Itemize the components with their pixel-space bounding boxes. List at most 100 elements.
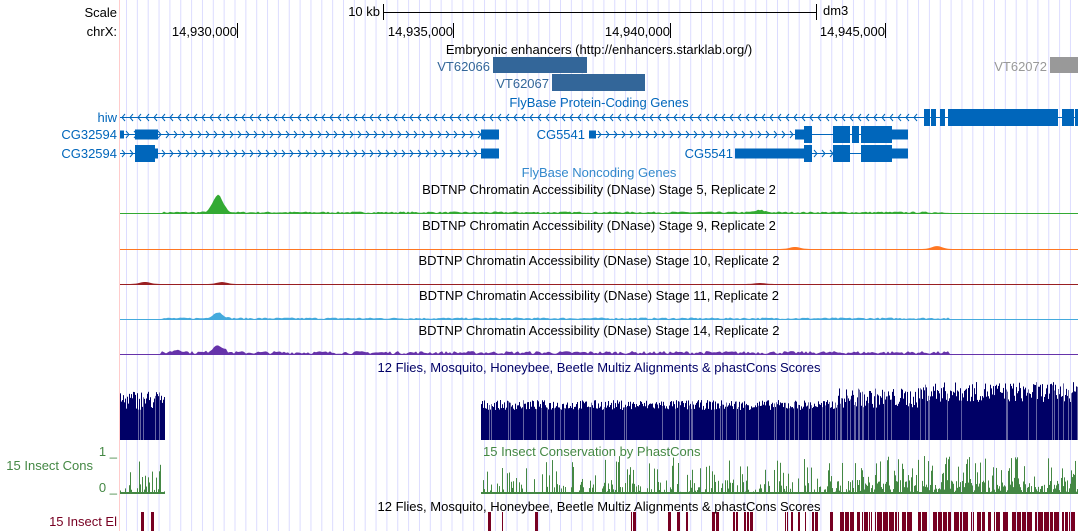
dnase-stage10-title[interactable]: BDTNP Chromatin Accessibility (DNase) St… [418, 253, 779, 268]
strand-arrow [121, 149, 126, 158]
cons-side-label[interactable]: 15 Insect Cons [6, 458, 93, 473]
cons-bar [1049, 484, 1050, 492]
cons-bar [526, 468, 527, 492]
cons-bar [765, 469, 766, 492]
multiz-bar [830, 407, 831, 440]
gene-label-cg5541[interactable]: CG5541 [685, 146, 733, 161]
enhancer-label[interactable]: VT62067 [496, 76, 549, 91]
strand-arrow [401, 149, 406, 158]
cons-bar [956, 481, 957, 492]
cons-bar [1040, 489, 1041, 492]
cons-bar [609, 489, 610, 492]
cons-track-title[interactable]: 15 Insect Conservation by PhastCons [483, 444, 701, 459]
elements-track-title[interactable]: 12 Flies, Mosquito, Honeybee, Beetle Mul… [378, 499, 821, 514]
conserved-element [996, 512, 1000, 531]
cons-bar [792, 482, 793, 492]
strand-arrow [537, 113, 542, 122]
gene-label-cg32594[interactable]: CG32594 [61, 146, 117, 161]
strand-arrow [181, 130, 186, 139]
strand-arrow [277, 130, 282, 139]
strand-arrow [309, 130, 314, 139]
multiz-bar [551, 409, 552, 440]
strand-arrow [229, 130, 234, 139]
multiz-bar [547, 407, 548, 440]
multiz-bar [742, 402, 743, 440]
cons-bar [827, 486, 828, 492]
multiz-bar [774, 403, 775, 440]
cons-bar [924, 456, 925, 492]
multiz-bar [675, 408, 676, 440]
cons-bar [947, 480, 948, 492]
multiz-bar [938, 391, 939, 440]
multiz-track-title[interactable]: 12 Flies, Mosquito, Honeybee, Beetle Mul… [378, 360, 821, 375]
noncoding-track-title[interactable]: FlyBase Noncoding Genes [522, 165, 677, 180]
gene-label-hiw[interactable]: hiw [97, 110, 117, 125]
conserved-element [633, 512, 636, 531]
cons-bar [666, 480, 667, 492]
cons-bar [521, 484, 522, 492]
multiz-bar [899, 401, 900, 440]
multiz-bar [712, 402, 713, 440]
cons-max-label: 1 _ [99, 444, 118, 459]
dnase-stage9-title[interactable]: BDTNP Chromatin Accessibility (DNase) St… [422, 218, 776, 233]
exon [481, 148, 499, 159]
cons-bar [542, 474, 543, 492]
enhancers-track-title[interactable]: Embryonic enhancers (http://enhancers.st… [446, 42, 752, 57]
strand-arrow [433, 113, 438, 122]
multiz-bar [834, 408, 835, 440]
enhancer-feature[interactable] [552, 74, 645, 91]
exon [892, 148, 908, 159]
multiz-signal [120, 382, 1078, 440]
cons-bar [928, 461, 929, 492]
multiz-bar [916, 402, 917, 440]
conserved-element [918, 512, 921, 531]
multiz-bar [907, 391, 908, 440]
strand-arrow [553, 113, 558, 122]
strand-arrow [377, 113, 382, 122]
multiz-bar [739, 401, 740, 440]
gene-label-cg5541[interactable]: CG5541 [537, 127, 585, 142]
cons-bar [1042, 485, 1043, 492]
multiz-bar [133, 391, 134, 440]
strand-arrow [609, 113, 614, 122]
cons-bar [561, 488, 562, 492]
dnase-stage14-title[interactable]: BDTNP Chromatin Accessibility (DNase) St… [418, 323, 779, 338]
genes-track-title[interactable]: FlyBase Protein-Coding Genes [509, 95, 689, 110]
strand-arrow [633, 113, 638, 122]
strand-arrow [481, 113, 486, 122]
multiz-bar [656, 402, 657, 440]
multiz-bar [877, 394, 878, 440]
scale-bar [383, 4, 817, 20]
multiz-bar [727, 406, 728, 440]
cons-bar [906, 481, 907, 492]
dnase-signal [120, 312, 1078, 319]
gene-models[interactable] [120, 109, 1078, 162]
enhancer-label[interactable]: VT62066 [437, 59, 490, 74]
multiz-bar [970, 401, 971, 440]
multiz-bar [930, 396, 931, 440]
dnase-stage11-title[interactable]: BDTNP Chromatin Accessibility (DNase) St… [419, 288, 779, 303]
cons-bar [950, 488, 951, 492]
enhancer-feature[interactable] [493, 57, 587, 73]
multiz-bar [1001, 392, 1002, 440]
strand-arrow [177, 149, 182, 158]
multiz-bar [672, 406, 673, 440]
cons-bar [817, 478, 818, 492]
cons-bar [1009, 468, 1010, 492]
gene-label-cg32594[interactable]: CG32594 [61, 127, 117, 142]
enhancer-label[interactable]: VT62072 [994, 59, 1047, 74]
multiz-bar [905, 391, 906, 440]
elements-side-label[interactable]: 15 Insect El [49, 514, 117, 529]
enhancer-feature[interactable] [1050, 57, 1078, 73]
multiz-bar [949, 398, 950, 440]
multiz-bar [1050, 384, 1051, 440]
strand-arrow [185, 149, 190, 158]
multiz-bar [659, 402, 660, 440]
dnase-stage5-title[interactable]: BDTNP Chromatin Accessibility (DNase) St… [422, 182, 776, 197]
cons-bar [1055, 488, 1056, 492]
cons-bar [768, 481, 769, 492]
multiz-bar [959, 400, 960, 440]
cons-bar [788, 473, 789, 492]
strand-arrow [409, 113, 414, 122]
